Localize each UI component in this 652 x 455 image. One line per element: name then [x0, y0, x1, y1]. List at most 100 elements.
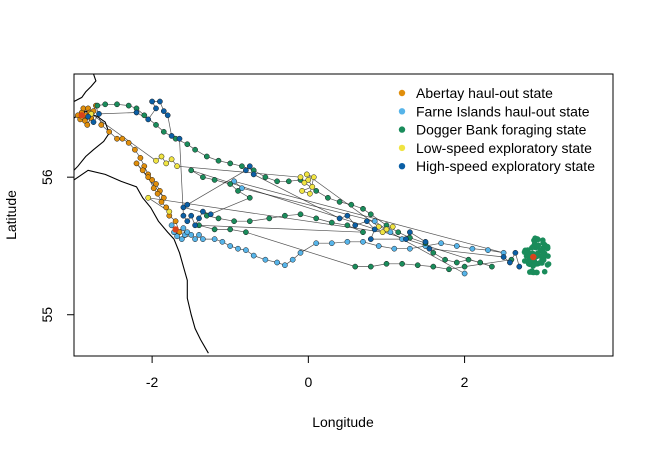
point-series-3-61 — [399, 260, 405, 267]
point-series-5-32 — [407, 229, 413, 236]
point-series-2-26 — [344, 238, 351, 245]
point-series-1-15 — [114, 135, 120, 142]
point-series-5-2 — [90, 119, 97, 125]
point-series-1-16 — [119, 135, 126, 142]
point-series-3-39 — [211, 177, 218, 183]
point-series-5-34 — [426, 245, 433, 252]
point-series-3-32 — [442, 256, 448, 263]
point-series-1-29 — [150, 185, 157, 192]
track-endpoint-2 — [530, 253, 537, 261]
point-series-4-9 — [301, 179, 308, 186]
point-series-2-21 — [282, 262, 288, 269]
point-series-4-16 — [375, 223, 382, 230]
point-series-2-7 — [184, 229, 191, 236]
point-series-2-22 — [289, 256, 296, 263]
point-series-2-17 — [243, 247, 249, 253]
point-series-3-6 — [141, 112, 148, 119]
point-series-3-22 — [325, 194, 331, 201]
y-tick-label-2: 56 — [39, 169, 55, 185]
point-series-5-20 — [180, 204, 187, 211]
point-series-3-35 — [477, 259, 484, 266]
point-series-5-33 — [422, 238, 429, 245]
point-series-3-63 — [430, 263, 437, 270]
point-series-3-33 — [453, 259, 460, 266]
legend-label-1: Abertay haul-out state — [416, 85, 553, 101]
point-series-3-18 — [274, 178, 280, 185]
point-series-2-9 — [188, 232, 195, 238]
point-series-1-10 — [84, 122, 91, 128]
point-series-4-4 — [158, 153, 165, 160]
point-series-3-49 — [297, 211, 304, 218]
point-series-2-27 — [360, 238, 366, 245]
x-tick-label-1: -2 — [146, 374, 159, 390]
point-series-3-25 — [360, 205, 366, 212]
point-series-5-24 — [250, 171, 257, 178]
point-series-3-62 — [414, 262, 421, 269]
point-series-2-30 — [407, 245, 413, 252]
point-series-1-31 — [158, 199, 165, 205]
cluster-point-55 — [527, 269, 533, 275]
point-series-1-28 — [145, 174, 152, 181]
legend-marker-5 — [398, 163, 406, 170]
point-series-3-8 — [160, 128, 167, 135]
legend-marker-4 — [398, 144, 406, 152]
point-series-2-38 — [239, 185, 245, 192]
point-series-5-31 — [403, 236, 409, 242]
y-axis-label: Latitude — [3, 190, 19, 240]
point-series-1-26 — [133, 160, 140, 167]
point-series-5-30 — [367, 236, 374, 242]
point-series-5-38 — [516, 263, 523, 270]
coastline-2 — [74, 169, 209, 354]
point-series-3-56 — [227, 226, 234, 233]
point-series-3-45 — [231, 218, 237, 225]
point-series-1-27 — [139, 167, 146, 174]
point-series-3-40 — [227, 181, 234, 187]
point-series-5-37 — [512, 249, 519, 256]
legend-label-5: High-speed exploratory state — [416, 158, 595, 174]
point-series-3-46 — [246, 218, 253, 225]
point-series-1-18 — [132, 146, 138, 153]
point-series-5-16 — [192, 222, 198, 229]
point-series-2-5 — [180, 225, 187, 231]
cluster-point-69 — [525, 252, 531, 259]
point-series-5-22 — [243, 167, 249, 174]
point-series-3-47 — [266, 215, 273, 222]
point-series-1-32 — [163, 204, 170, 211]
cluster-point-39 — [544, 262, 551, 268]
point-series-5-28 — [364, 218, 370, 225]
legend-label-2: Farne Islands haul-out state — [416, 103, 590, 119]
point-series-3-28 — [395, 229, 402, 236]
point-series-3-42 — [246, 194, 253, 201]
point-series-3-11 — [192, 146, 198, 153]
point-series-3-58 — [352, 263, 359, 270]
point-series-2-1 — [168, 222, 175, 229]
point-series-3-55 — [211, 226, 218, 233]
point-series-3-59 — [367, 263, 374, 270]
point-series-3-50 — [313, 215, 320, 222]
point-series-2-32 — [438, 240, 444, 247]
point-series-2-34 — [469, 245, 476, 252]
point-series-5-7 — [149, 98, 155, 105]
point-series-3-24 — [348, 201, 355, 208]
axis-layer: -2 0 2 55 56 — [39, 169, 469, 390]
cluster-point-64 — [534, 243, 541, 250]
point-series-1-30 — [154, 190, 161, 197]
point-series-3-51 — [328, 219, 335, 226]
point-series-4-17 — [383, 226, 390, 233]
point-series-5-15 — [188, 212, 195, 219]
point-series-4-11 — [309, 183, 316, 190]
point-series-3-41 — [235, 188, 241, 194]
x-tick-label-2: 0 — [304, 374, 312, 390]
point-series-5-19 — [207, 211, 214, 218]
point-series-1-34 — [172, 218, 179, 225]
point-series-5-6 — [153, 105, 159, 112]
point-series-3-64 — [446, 266, 452, 273]
point-series-3-10 — [184, 141, 191, 148]
point-series-3-13 — [215, 157, 222, 164]
point-series-5-10 — [164, 112, 171, 119]
point-series-2-33 — [453, 243, 460, 249]
point-series-5-23 — [246, 163, 253, 170]
point-series-5-9 — [160, 108, 167, 114]
